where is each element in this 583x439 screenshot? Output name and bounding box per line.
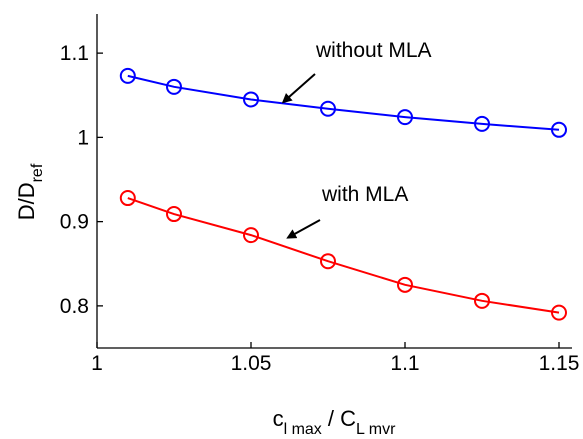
series-layer bbox=[119, 67, 567, 321]
annotation-without-mla: without MLA bbox=[281, 39, 432, 104]
y-tick-label: 0.8 bbox=[60, 295, 89, 318]
data-point bbox=[166, 78, 182, 95]
data-point bbox=[397, 109, 413, 126]
data-point bbox=[320, 100, 336, 117]
data-point bbox=[119, 190, 136, 207]
series-line bbox=[127, 74, 560, 131]
x-tick-label: 1.05 bbox=[231, 352, 272, 375]
plot-area: 1 1.05 1.1 1.15 0.8 0.9 1 1.1 bbox=[60, 14, 579, 375]
data-point bbox=[119, 67, 136, 84]
y-tick-label: 1.1 bbox=[60, 42, 89, 65]
annotation-label: with MLA bbox=[321, 183, 408, 206]
data-point bbox=[243, 91, 259, 108]
x-tick-label: 1.1 bbox=[390, 352, 419, 375]
data-point bbox=[474, 115, 490, 132]
x-axis-label-sep: / bbox=[322, 406, 340, 431]
y-ticks: 0.8 0.9 1 1.1 bbox=[60, 42, 103, 318]
x-axis-label: cl max / CL mvr bbox=[273, 406, 397, 438]
series-line bbox=[127, 197, 560, 314]
x-axis-label-main: c bbox=[273, 406, 284, 431]
annotation-arrow bbox=[281, 73, 316, 104]
data-point bbox=[474, 292, 490, 309]
y-tick-label: 0.9 bbox=[60, 211, 89, 234]
x-axis-label-main2: C bbox=[340, 406, 356, 431]
data-point bbox=[166, 206, 182, 223]
y-axis-label-main: D/D bbox=[14, 182, 39, 220]
data-point bbox=[320, 253, 336, 270]
data-point bbox=[243, 227, 259, 244]
annotation-arrow bbox=[286, 219, 321, 239]
data-point bbox=[551, 304, 567, 321]
x-axis-label-sub: l max bbox=[284, 421, 322, 438]
x-tick-label: 1.15 bbox=[539, 352, 580, 375]
annotation-with-mla: with MLA bbox=[286, 183, 408, 239]
y-axis-label-sub: ref bbox=[29, 163, 46, 182]
y-axis-label: D/Dref bbox=[14, 163, 46, 220]
data-point bbox=[551, 121, 567, 138]
data-point bbox=[397, 276, 413, 293]
x-axis-label-sub2: L mvr bbox=[356, 421, 396, 438]
annotation-label: without MLA bbox=[315, 39, 432, 62]
x-tick-label: 1 bbox=[91, 352, 103, 375]
series-1 bbox=[119, 190, 567, 321]
y-tick-label: 1 bbox=[77, 126, 89, 149]
series-0 bbox=[119, 67, 567, 138]
x-ticks: 1 1.05 1.1 1.15 bbox=[91, 342, 579, 375]
